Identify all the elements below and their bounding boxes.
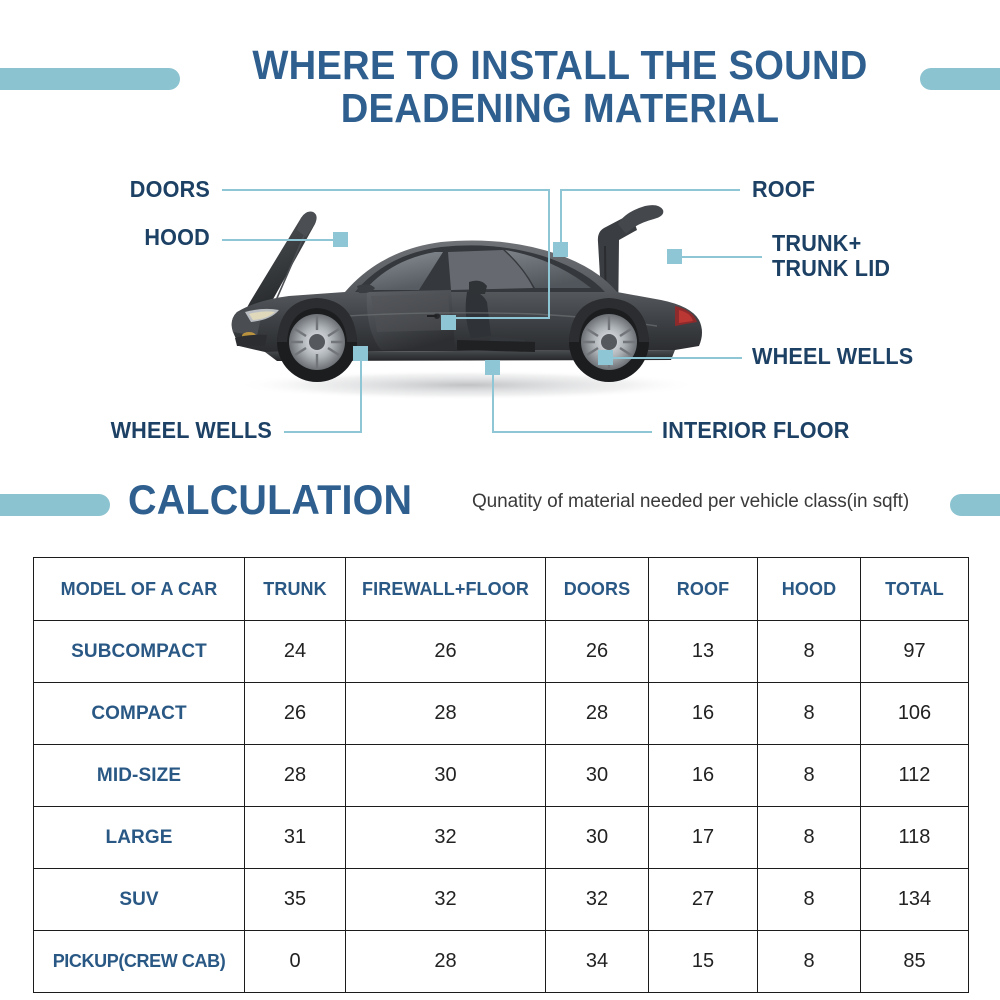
cell-doors: 28 bbox=[545, 682, 649, 745]
cell-total: 112 bbox=[860, 744, 969, 807]
cell-trunk: 24 bbox=[244, 620, 346, 683]
cell-model: MID-SIZE bbox=[33, 744, 245, 807]
cell-trunk: 31 bbox=[244, 806, 346, 869]
table-header-row: MODEL OF A CAR TRUNK FIREWALL+FLOOR DOOR… bbox=[33, 557, 969, 621]
callout-label-doors: DOORS bbox=[129, 176, 210, 202]
cell-model: SUBCOMPACT bbox=[33, 620, 245, 683]
leader-line-doors-h2 bbox=[450, 317, 550, 319]
cell-doors: 30 bbox=[545, 806, 649, 869]
cell-firewall-floor: 32 bbox=[345, 868, 546, 931]
leader-line-roof-v bbox=[560, 189, 562, 244]
leader-line-ww-left-v bbox=[360, 354, 362, 432]
cell-model: COMPACT bbox=[33, 682, 245, 745]
leader-line-wheel-wells-right bbox=[606, 357, 742, 359]
cell-hood: 8 bbox=[757, 930, 861, 993]
column-header-hood: HOOD bbox=[757, 557, 861, 621]
leader-line-floor-v bbox=[492, 368, 494, 432]
column-header-trunk: TRUNK bbox=[244, 557, 346, 621]
cell-doors: 26 bbox=[545, 620, 649, 683]
cell-total: 134 bbox=[860, 868, 969, 931]
decorative-pill-left-top bbox=[0, 68, 180, 90]
column-header-firewall-floor: FIREWALL+FLOOR bbox=[345, 557, 546, 621]
cell-doors: 30 bbox=[545, 744, 649, 807]
table-row: PICKUP(CREW CAB) 0 28 34 15 8 85 bbox=[33, 930, 969, 993]
calculation-subtitle: Qunatity of material needed per vehicle … bbox=[472, 491, 910, 512]
leader-line-doors-v bbox=[548, 189, 550, 317]
column-header-roof: ROOF bbox=[648, 557, 758, 621]
callout-label-roof: ROOF bbox=[752, 176, 816, 202]
callout-label-hood: HOOD bbox=[144, 224, 210, 250]
leader-line-hood bbox=[222, 239, 335, 241]
table-row: LARGE 31 32 30 17 8 118 bbox=[33, 806, 969, 869]
leader-line-roof-h bbox=[560, 189, 740, 191]
table-row: SUBCOMPACT 24 26 26 13 8 97 bbox=[33, 620, 969, 683]
callout-label-wheel-wells-left: WHEEL WELLS bbox=[110, 417, 272, 443]
cell-total: 97 bbox=[860, 620, 969, 683]
marker-wheel-wells-left bbox=[353, 346, 368, 361]
cell-roof: 16 bbox=[648, 744, 758, 807]
cell-model: PICKUP(CREW CAB) bbox=[33, 930, 245, 993]
cell-total: 85 bbox=[860, 930, 969, 993]
cell-roof: 15 bbox=[648, 930, 758, 993]
car-diagram: DOORS HOOD ROOF TRUNK+ TRUNK LID WHEEL W… bbox=[0, 160, 1000, 470]
marker-roof bbox=[553, 242, 568, 257]
cell-firewall-floor: 32 bbox=[345, 806, 546, 869]
column-header-total: TOTAL bbox=[860, 557, 969, 621]
cell-total: 106 bbox=[860, 682, 969, 745]
cell-hood: 8 bbox=[757, 868, 861, 931]
marker-interior-floor bbox=[485, 360, 500, 375]
leader-line-trunk bbox=[676, 256, 762, 258]
leader-line-floor-h bbox=[492, 431, 652, 433]
table-row: SUV 35 32 32 27 8 134 bbox=[33, 868, 969, 931]
material-quantity-table: MODEL OF A CAR TRUNK FIREWALL+FLOOR DOOR… bbox=[33, 557, 969, 993]
cell-hood: 8 bbox=[757, 806, 861, 869]
table-row: MID-SIZE 28 30 30 16 8 112 bbox=[33, 744, 969, 807]
decorative-pill-right-top bbox=[920, 68, 1000, 90]
calculation-title: CALCULATION bbox=[128, 476, 413, 523]
car-illustration bbox=[205, 180, 725, 405]
cell-trunk: 28 bbox=[244, 744, 346, 807]
cell-roof: 16 bbox=[648, 682, 758, 745]
cell-firewall-floor: 30 bbox=[345, 744, 546, 807]
leader-line-doors-h bbox=[222, 189, 550, 191]
marker-wheel-wells-right bbox=[598, 350, 613, 365]
marker-trunk bbox=[667, 249, 682, 264]
cell-trunk: 35 bbox=[244, 868, 346, 931]
decorative-pill-left-bottom bbox=[0, 494, 110, 516]
cell-firewall-floor: 26 bbox=[345, 620, 546, 683]
cell-total: 118 bbox=[860, 806, 969, 869]
callout-label-interior-floor: INTERIOR FLOOR bbox=[662, 417, 850, 443]
cell-doors: 32 bbox=[545, 868, 649, 931]
cell-hood: 8 bbox=[757, 620, 861, 683]
cell-trunk: 0 bbox=[244, 930, 346, 993]
cell-model: SUV bbox=[33, 868, 245, 931]
decorative-pill-right-bottom bbox=[950, 494, 1000, 516]
cell-roof: 17 bbox=[648, 806, 758, 869]
cell-doors: 34 bbox=[545, 930, 649, 993]
cell-model: LARGE bbox=[33, 806, 245, 869]
page-title: WHERE TO INSTALL THE SOUND DEADENING MAT… bbox=[252, 42, 868, 132]
marker-hood bbox=[333, 232, 348, 247]
callout-label-wheel-wells-right: WHEEL WELLS bbox=[752, 343, 914, 369]
column-header-doors: DOORS bbox=[545, 557, 649, 621]
column-header-model: MODEL OF A CAR bbox=[33, 557, 245, 621]
cell-firewall-floor: 28 bbox=[345, 930, 546, 993]
table-row: COMPACT 26 28 28 16 8 106 bbox=[33, 682, 969, 745]
leader-line-ww-left-h bbox=[284, 431, 362, 433]
cell-roof: 27 bbox=[648, 868, 758, 931]
calculation-header: CALCULATION Qunatity of material needed … bbox=[0, 476, 1000, 524]
cell-trunk: 26 bbox=[244, 682, 346, 745]
cell-roof: 13 bbox=[648, 620, 758, 683]
cell-hood: 8 bbox=[757, 744, 861, 807]
callout-label-trunk: TRUNK+ TRUNK LID bbox=[772, 230, 891, 281]
cell-hood: 8 bbox=[757, 682, 861, 745]
cell-firewall-floor: 28 bbox=[345, 682, 546, 745]
